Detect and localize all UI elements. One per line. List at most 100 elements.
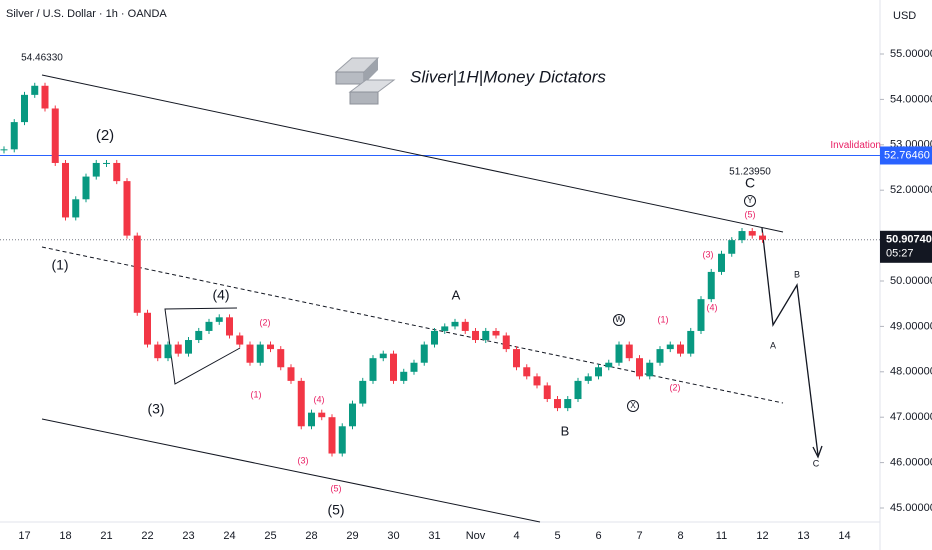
candle [502, 335, 510, 350]
candle [595, 367, 602, 377]
candle [543, 385, 551, 400]
candle [656, 349, 664, 363]
wave-label: A [770, 340, 776, 350]
x-tick-label: 31 [428, 530, 440, 542]
candle [379, 353, 387, 359]
wave-label: (2) [96, 127, 114, 144]
candle [318, 412, 326, 418]
wave-label: (3) [147, 401, 164, 417]
candle [144, 312, 151, 345]
x-tick-label: 13 [797, 530, 809, 542]
candle [72, 199, 80, 218]
wave-label: B [794, 269, 800, 279]
y-tick-label: 49.00000 [890, 320, 932, 332]
candle [256, 344, 264, 363]
y-tick-label: 47.00000 [890, 411, 932, 423]
wave-label: (5) [745, 209, 756, 219]
candle [523, 367, 531, 377]
candle [677, 344, 684, 354]
wave-label: (1) [658, 314, 669, 324]
candle [174, 344, 182, 354]
candle [297, 380, 305, 427]
candle [759, 235, 766, 240]
candle [451, 321, 459, 327]
x-tick-label: 12 [756, 530, 768, 542]
wave-label: 54.46330 [21, 53, 63, 64]
candle [687, 330, 695, 354]
logo: Sliver|1H|Money Dictators [334, 57, 606, 105]
candle [338, 426, 346, 454]
upper-channel-line [41, 74, 784, 233]
candle [584, 376, 592, 381]
candle [267, 344, 274, 350]
y-tick-label: 54.00000 [890, 93, 932, 105]
candle [164, 344, 172, 359]
wave-label: (5) [327, 502, 344, 518]
wave-label: (2) [260, 317, 271, 327]
currency: USD [893, 10, 916, 22]
x-tick-label: 18 [59, 530, 71, 542]
y-tick-label: 45.00000 [890, 502, 932, 514]
candle [666, 344, 674, 350]
candle [400, 371, 408, 381]
candle [420, 344, 428, 363]
candle [707, 271, 715, 300]
x-tick-label: 5 [554, 530, 560, 542]
candle [410, 362, 418, 372]
y-tick-label: 46.00000 [890, 457, 932, 469]
candle [390, 353, 397, 381]
current-price-label: 50.90740 [886, 234, 932, 246]
x-tick-label: 21 [100, 530, 112, 542]
candle [492, 330, 500, 336]
invalidation-price-box [880, 146, 932, 165]
x-tick-label: 25 [264, 530, 276, 542]
candle [51, 108, 59, 163]
candle [10, 122, 18, 150]
candle [205, 321, 213, 331]
trend-lines [41, 74, 823, 523]
x-tick-label: 29 [346, 530, 358, 542]
candle [615, 344, 623, 363]
x-tick-label: 14 [838, 530, 850, 542]
x-tick-label: 11 [716, 530, 727, 542]
silver-bar [349, 91, 379, 105]
chart-title: Silver / U.S. Dollar · 1h · OANDA [6, 8, 167, 20]
candle [431, 330, 438, 345]
candle [636, 358, 643, 377]
candle [328, 417, 336, 454]
candle [513, 349, 520, 368]
wave-label: (5) [331, 483, 342, 493]
wave-label: (1) [51, 257, 68, 273]
candle [133, 235, 141, 313]
candle [82, 176, 90, 200]
candle [123, 181, 131, 236]
lower-channel-line [41, 418, 541, 523]
y-tick-label: 55.00000 [890, 48, 932, 60]
candle [748, 231, 756, 236]
x-tick-label: 6 [595, 530, 601, 542]
silver-bar [364, 58, 378, 84]
candle [308, 412, 315, 427]
x-tick-label: 24 [223, 530, 235, 542]
wave-label: (2) [670, 382, 681, 392]
candle [277, 349, 285, 368]
candle [246, 344, 254, 363]
candle [103, 162, 110, 164]
candle [349, 403, 356, 427]
x-tick-label: 17 [18, 530, 30, 542]
current-price-box [880, 230, 932, 263]
mid-channel-line [41, 246, 784, 404]
x-tick-label: 4 [513, 530, 519, 542]
wave-label: (3) [298, 455, 309, 465]
candle [625, 344, 633, 359]
y-tick-label: 48.00000 [890, 366, 932, 378]
x-tick-label: 22 [141, 530, 153, 542]
candle [574, 380, 582, 400]
candle [369, 358, 377, 381]
wave-label: (4) [707, 302, 718, 312]
candle [533, 376, 541, 386]
y-tick-label: 52.00000 [890, 184, 932, 196]
x-tick-label: Nov [466, 530, 486, 542]
wave-label: C [813, 458, 820, 468]
